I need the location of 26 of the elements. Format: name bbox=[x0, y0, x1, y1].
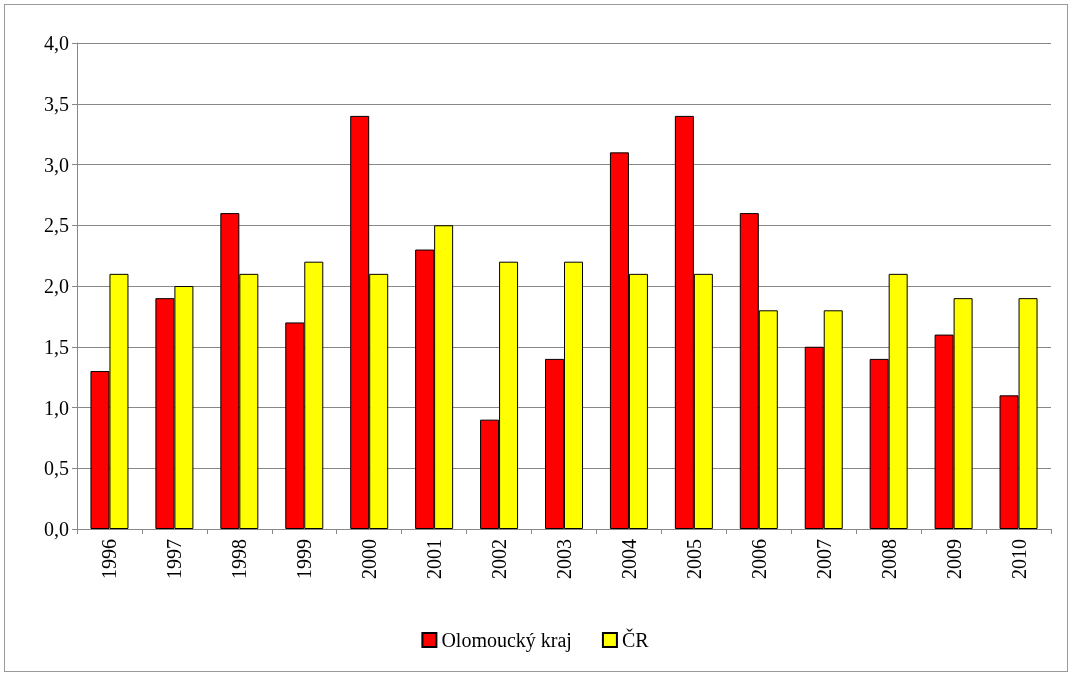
legend-label: ČR bbox=[621, 628, 650, 651]
x-tick-label: 2003 bbox=[553, 539, 575, 579]
x-tick-label: 2007 bbox=[812, 539, 835, 579]
x-tick-label: 1996 bbox=[98, 539, 121, 579]
x-tick-label: 1999 bbox=[293, 539, 316, 579]
legend-label: Olomoucký kraj bbox=[441, 629, 572, 652]
x-tick-label: 2002 bbox=[488, 539, 511, 579]
x-tick-label: 2000 bbox=[358, 539, 381, 579]
y-tick-label: 2,5 bbox=[44, 214, 69, 237]
x-tick-label: 1997 bbox=[163, 539, 186, 579]
y-tick-label: 3,5 bbox=[44, 92, 69, 115]
y-tick-label: 0,0 bbox=[44, 518, 69, 540]
x-tick-label: 2008 bbox=[877, 539, 900, 579]
y-tick-label: 3,0 bbox=[44, 153, 69, 176]
x-tick-label: 2006 bbox=[747, 539, 770, 579]
x-tick-label: 2005 bbox=[682, 539, 705, 579]
y-tick-label: 4,0 bbox=[44, 32, 69, 54]
x-tick-label: 2009 bbox=[942, 539, 965, 579]
y-tick-label: 0,5 bbox=[44, 457, 69, 480]
y-tick-label: 1,5 bbox=[44, 335, 69, 358]
y-tick-label: 1,0 bbox=[44, 396, 69, 419]
x-tick-label: 1998 bbox=[228, 539, 251, 579]
x-tick-label: 2004 bbox=[617, 539, 640, 579]
x-tick-label: 2001 bbox=[423, 539, 446, 579]
y-tick-label: 2,0 bbox=[44, 275, 69, 297]
x-tick-label: 2010 bbox=[1007, 539, 1030, 579]
